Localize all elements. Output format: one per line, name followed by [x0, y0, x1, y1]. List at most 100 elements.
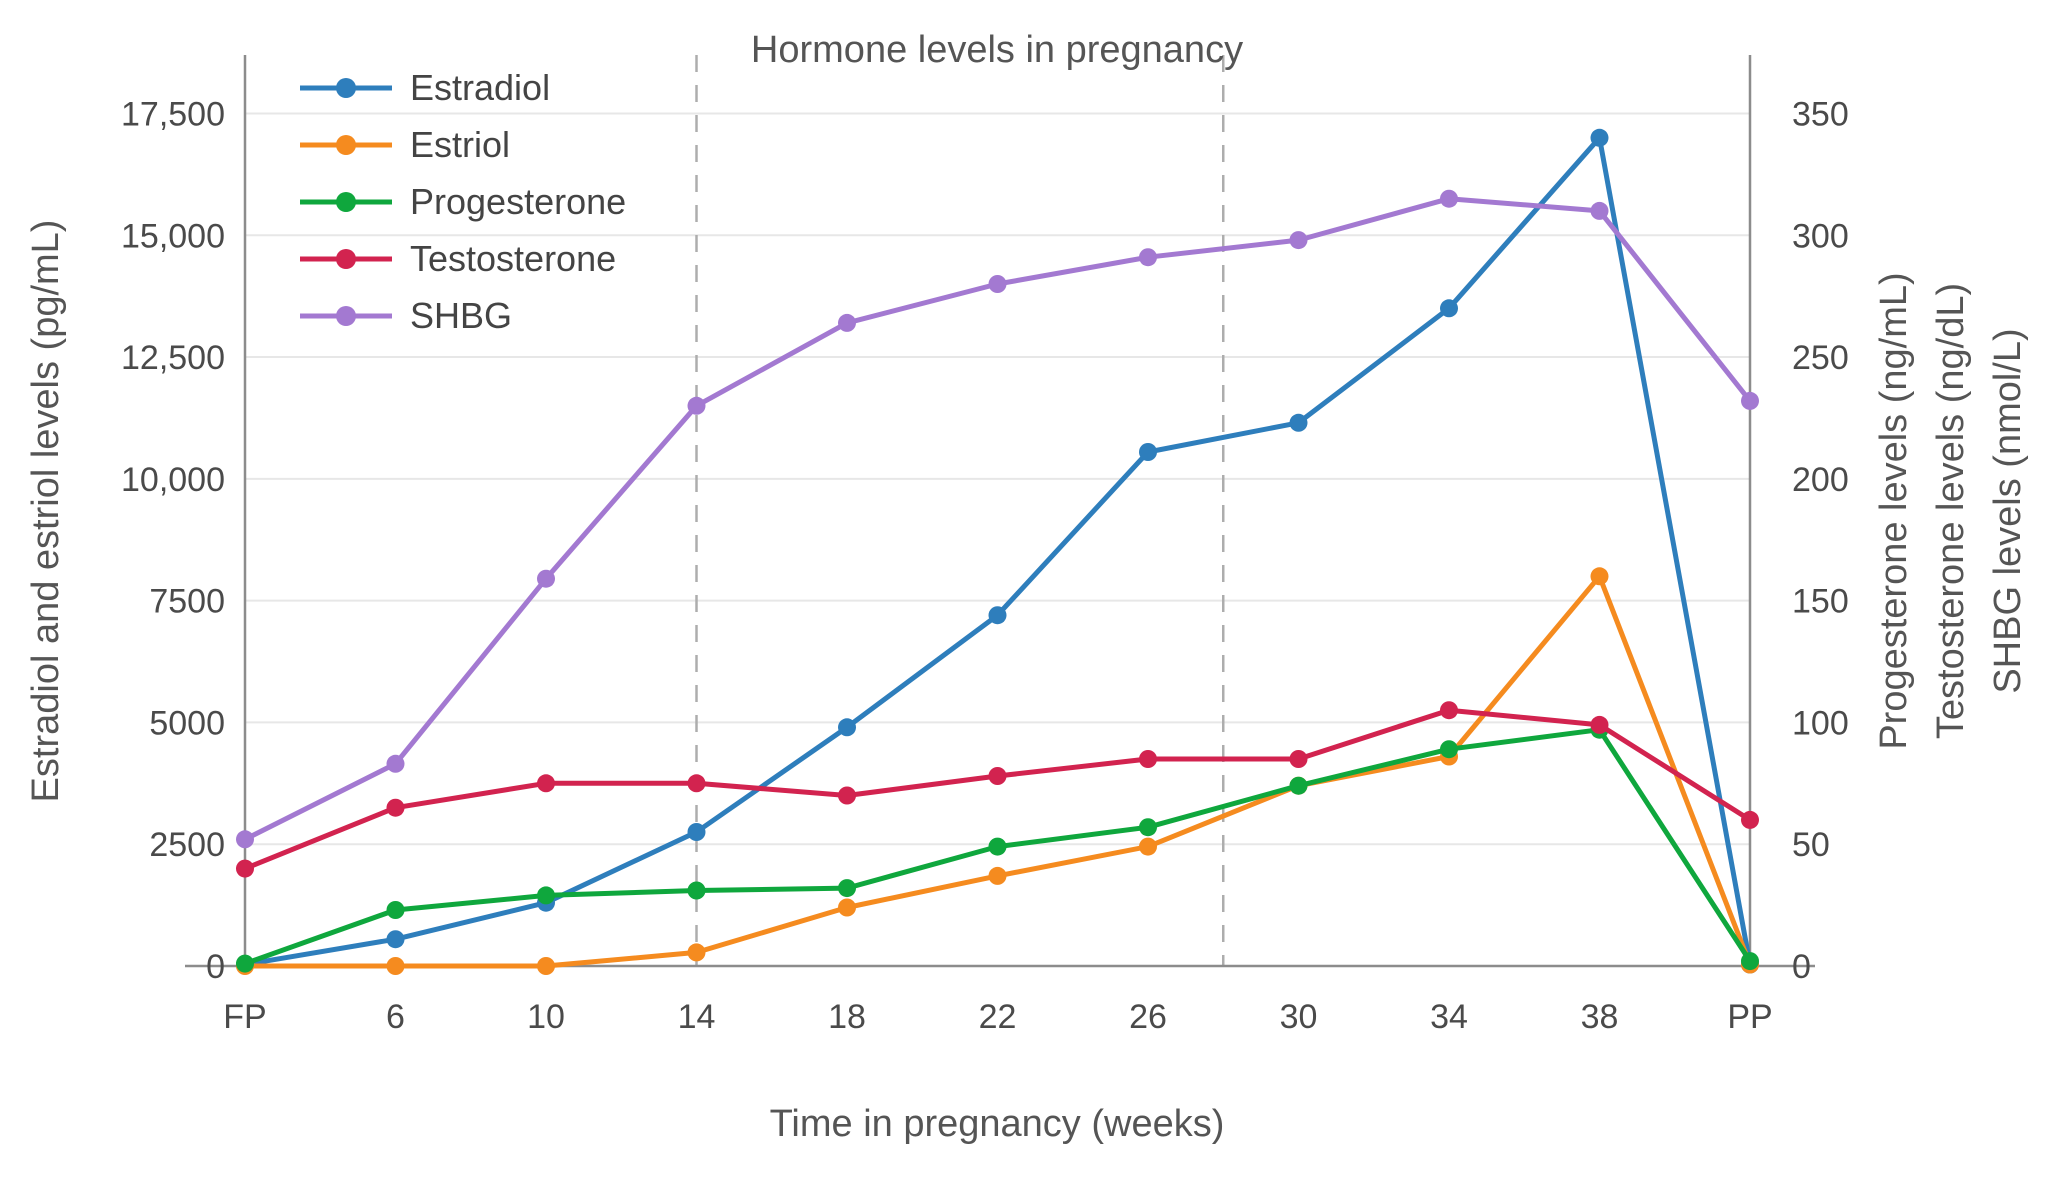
legend-marker-shbg	[336, 306, 356, 326]
marker-testosterone-PP	[1741, 810, 1759, 829]
chart-title: Hormone levels in pregnancy	[751, 29, 1243, 71]
left-axis-title: Estradiol and estriol levels (pg/mL)	[25, 220, 67, 803]
marker-estriol-38	[1590, 567, 1609, 586]
right-axis-title-line: Progesterone levels (ng/mL)	[1873, 272, 1915, 749]
marker-estradiol-22	[988, 606, 1007, 625]
marker-estriol-6	[386, 957, 405, 975]
left-axis-tick-label: 10,000	[121, 461, 225, 499]
marker-progesterone-30	[1289, 776, 1308, 795]
x-axis-tick-label: 22	[979, 998, 1017, 1036]
marker-estriol-18	[838, 898, 856, 917]
legend-label-progesterone: Progesterone	[410, 181, 626, 222]
marker-testosterone-14	[687, 774, 706, 793]
marker-testosterone-30	[1289, 750, 1308, 768]
marker-shbg-18	[838, 313, 856, 332]
x-axis-tick-label: 38	[1581, 998, 1619, 1036]
marker-shbg-10	[537, 569, 555, 588]
marker-estradiol-38	[1590, 128, 1609, 147]
marker-progesterone-18	[838, 879, 856, 898]
marker-estradiol-14	[687, 823, 706, 841]
marker-estradiol-6	[386, 930, 405, 949]
right-axis-tick-label: 50	[1792, 826, 1830, 864]
series-testosterone	[236, 701, 1759, 878]
marker-shbg-14	[687, 396, 706, 415]
marker-estradiol-34	[1440, 299, 1458, 318]
marker-progesterone-10	[537, 886, 555, 905]
legend-item-progesterone[interactable]: Progesterone	[300, 181, 626, 222]
right-axis-tick-label: 350	[1792, 95, 1849, 133]
x-axis-tick-label: 18	[828, 998, 866, 1036]
right-axis-tick-label: 150	[1792, 583, 1849, 621]
marker-shbg-26	[1139, 248, 1157, 267]
marker-progesterone-FP	[236, 954, 254, 973]
left-axis-tick-label: 7500	[149, 583, 225, 621]
left-axis-tick-label: 15,000	[121, 217, 225, 255]
legend-marker-estriol	[336, 135, 356, 155]
legend-marker-progesterone	[336, 192, 356, 212]
right-axis-tick-label: 300	[1792, 217, 1849, 255]
right-axis-tick-label: 0	[1792, 948, 1811, 986]
marker-testosterone-FP	[236, 859, 254, 878]
marker-shbg-FP	[236, 830, 254, 849]
x-axis-title: Time in pregnancy (weeks)	[770, 1103, 1225, 1145]
x-axis-tick-label: FP	[223, 998, 266, 1036]
legend-marker-estradiol	[336, 78, 356, 98]
x-axis-tick-label: 26	[1129, 998, 1167, 1036]
x-axis-tick-label: 6	[386, 998, 405, 1036]
marker-testosterone-18	[838, 786, 856, 805]
left-axis-tick-label: 5000	[149, 704, 225, 742]
marker-progesterone-6	[386, 901, 405, 919]
left-axis-tick-label: 12,500	[121, 339, 225, 377]
series-shbg	[236, 189, 1759, 849]
legend-item-shbg[interactable]: SHBG	[300, 295, 512, 336]
marker-progesterone-14	[687, 881, 706, 900]
x-axis-tick-label: 30	[1280, 998, 1318, 1036]
marker-shbg-22	[988, 275, 1007, 293]
marker-testosterone-38	[1590, 715, 1609, 734]
series-progesterone	[236, 720, 1759, 973]
marker-progesterone-PP	[1741, 952, 1759, 971]
legend-label-estradiol: Estradiol	[410, 67, 550, 108]
legend-label-estriol: Estriol	[410, 124, 510, 165]
left-axis-tick-label: 2500	[149, 826, 225, 864]
marker-progesterone-34	[1440, 740, 1458, 759]
marker-testosterone-34	[1440, 701, 1458, 720]
right-axis-title-line: SHBG levels (nmol/L)	[1987, 328, 2029, 693]
marker-estriol-14	[687, 943, 706, 962]
marker-estriol-22	[988, 866, 1007, 885]
right-axis-title-line: Testosterone levels (ng/dL)	[1930, 283, 1972, 739]
marker-progesterone-22	[988, 837, 1007, 856]
marker-testosterone-26	[1139, 750, 1157, 768]
legend-item-testosterone[interactable]: Testosterone	[300, 238, 616, 279]
marker-estradiol-26	[1139, 443, 1157, 461]
right-axis-tick-label: 250	[1792, 339, 1849, 377]
x-axis-tick-label: 34	[1430, 998, 1468, 1036]
marker-shbg-38	[1590, 201, 1609, 220]
legend-label-shbg: SHBG	[410, 295, 512, 336]
x-axis-tick-label: 10	[527, 998, 565, 1036]
marker-testosterone-6	[386, 798, 405, 817]
marker-shbg-6	[386, 754, 405, 773]
right-axis-tick-label: 200	[1792, 461, 1849, 499]
legend-item-estradiol[interactable]: Estradiol	[300, 67, 550, 108]
marker-shbg-30	[1289, 231, 1308, 250]
left-axis-tick-label: 17,500	[121, 95, 225, 133]
legend-marker-testosterone	[336, 249, 356, 269]
marker-shbg-34	[1440, 189, 1458, 208]
marker-testosterone-22	[988, 767, 1007, 785]
marker-estradiol-18	[838, 718, 856, 737]
x-axis-tick-label: 14	[678, 998, 716, 1036]
right-axis-tick-label: 100	[1792, 704, 1849, 742]
legend-item-estriol[interactable]: Estriol	[300, 124, 510, 165]
marker-estradiol-30	[1289, 413, 1308, 432]
legend-label-testosterone: Testosterone	[410, 238, 616, 279]
marker-progesterone-26	[1139, 818, 1157, 837]
left-axis-tick-label: 0	[206, 948, 225, 986]
marker-estriol-26	[1139, 837, 1157, 856]
marker-estriol-10	[537, 957, 555, 975]
x-axis-tick-label: PP	[1727, 998, 1772, 1036]
marker-shbg-PP	[1741, 391, 1759, 410]
marker-testosterone-10	[537, 774, 555, 793]
